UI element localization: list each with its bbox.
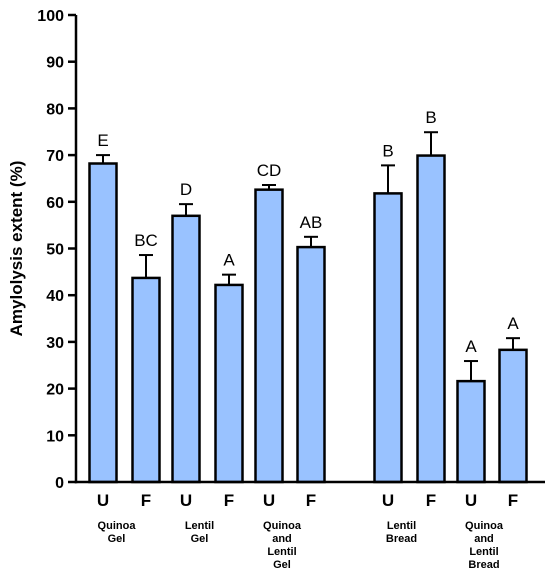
group-label-2-line-0: Quinoa bbox=[263, 520, 302, 532]
bar-8 bbox=[456, 379, 486, 484]
significance-label-4: CD bbox=[257, 161, 282, 180]
group-label-4-line-1: and bbox=[474, 533, 494, 545]
y-tick-label-40: 40 bbox=[46, 288, 64, 305]
group-label-0-line-0: Quinoa bbox=[98, 520, 137, 532]
y-axis-title-group: Amylolysis extent (%) bbox=[7, 161, 26, 337]
bar-0 bbox=[88, 162, 118, 484]
error-bars-layer bbox=[96, 131, 520, 382]
group-label-4-line-2: Lentil bbox=[469, 546, 498, 558]
category-label-9: F bbox=[508, 491, 518, 510]
category-label-7: F bbox=[426, 491, 436, 510]
significance-label-1: BC bbox=[134, 231, 158, 250]
bar-3 bbox=[214, 283, 244, 484]
category-label-4: U bbox=[263, 491, 275, 510]
group-label-0-line-1: Gel bbox=[108, 533, 126, 545]
y-tick-label-0: 0 bbox=[55, 475, 64, 492]
significance-label-5: AB bbox=[300, 213, 323, 232]
group-label-1-line-0: Lentil bbox=[185, 520, 214, 532]
significance-labels-layer: E BC D A CD AB B B A A bbox=[97, 108, 519, 356]
category-label-0: U bbox=[97, 491, 109, 510]
group-labels-layer: QuinoaGelLentilGelQuinoaandLentilGelLent… bbox=[98, 520, 504, 571]
y-tick-label-20: 20 bbox=[46, 382, 64, 399]
group-label-1-line-1: Gel bbox=[191, 533, 209, 545]
group-label-2-line-3: Gel bbox=[273, 559, 291, 571]
bars-layer bbox=[88, 154, 528, 484]
category-label-6: U bbox=[382, 491, 394, 510]
y-tick-label-60: 60 bbox=[46, 195, 64, 212]
y-tick-label-50: 50 bbox=[46, 242, 64, 259]
significance-label-8: A bbox=[465, 337, 477, 356]
category-label-5: F bbox=[306, 491, 316, 510]
y-axis-ticks: 0 10 20 30 40 50 60 70 80 90 100 bbox=[37, 8, 76, 492]
bar-2 bbox=[171, 214, 201, 484]
group-label-4-line-3: Bread bbox=[468, 559, 499, 571]
group-label-3-line-1: Bread bbox=[386, 533, 417, 545]
y-axis-title: Amylolysis extent (%) bbox=[7, 161, 26, 337]
bar-5 bbox=[296, 245, 326, 484]
bar-7 bbox=[416, 154, 446, 484]
y-tick-label-10: 10 bbox=[46, 428, 64, 445]
y-tick-label-90: 90 bbox=[46, 55, 64, 72]
significance-label-0: E bbox=[97, 131, 108, 150]
category-label-3: F bbox=[224, 491, 234, 510]
significance-label-6: B bbox=[382, 141, 393, 160]
y-tick-label-80: 80 bbox=[46, 101, 64, 118]
y-tick-label-100: 100 bbox=[37, 8, 64, 25]
significance-label-7: B bbox=[425, 108, 436, 127]
group-label-3-line-0: Lentil bbox=[387, 520, 416, 532]
group-label-4-line-0: Quinoa bbox=[465, 520, 504, 532]
category-label-2: U bbox=[180, 491, 192, 510]
y-tick-label-70: 70 bbox=[46, 148, 64, 165]
bar-1 bbox=[131, 276, 161, 484]
bar-4 bbox=[254, 188, 284, 484]
y-tick-label-30: 30 bbox=[46, 335, 64, 352]
group-label-2-line-2: Lentil bbox=[267, 546, 296, 558]
bar-9 bbox=[498, 348, 528, 484]
category-label-1: F bbox=[141, 491, 151, 510]
significance-label-2: D bbox=[180, 180, 192, 199]
significance-label-3: A bbox=[223, 251, 235, 270]
significance-label-9: A bbox=[507, 314, 519, 333]
axes-layer bbox=[74, 15, 545, 484]
bar-6 bbox=[373, 192, 403, 484]
group-label-2-line-1: and bbox=[272, 533, 292, 545]
category-label-8: U bbox=[465, 491, 477, 510]
